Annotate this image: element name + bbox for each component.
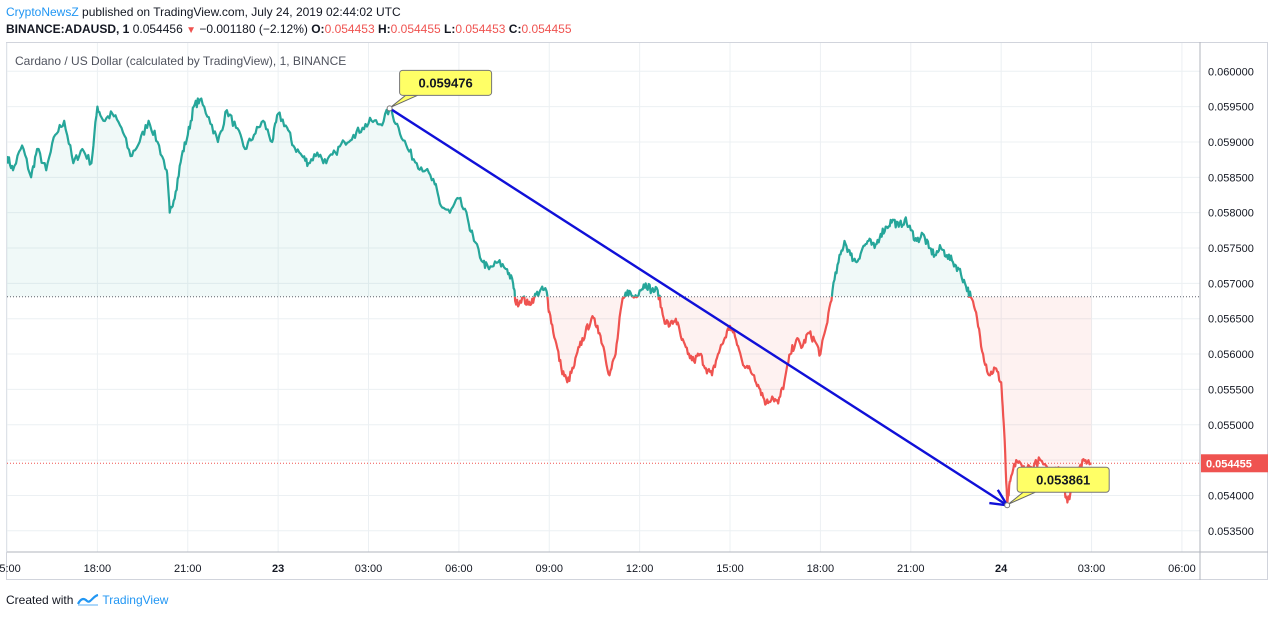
y-tick-label: 0.059500 <box>1208 102 1254 114</box>
y-tick-label: 0.056500 <box>1208 314 1254 326</box>
area-fill-below-baseline <box>514 296 1092 506</box>
x-tick-label: 03:00 <box>1078 563 1106 575</box>
high-label: H: <box>377 22 391 36</box>
callout-anchor <box>386 105 393 112</box>
chart-title: Cardano / US Dollar (calculated by Tradi… <box>15 54 346 68</box>
x-tick-label: 18:00 <box>807 563 835 575</box>
y-tick-label: 0.056000 <box>1208 349 1254 361</box>
y-tick-label: 0.055500 <box>1208 384 1254 396</box>
symbol-label: BINANCE:ADAUSD, 1 <box>6 22 130 36</box>
tradingview-label: TradingView <box>102 593 169 607</box>
tradingview-link[interactable]: TradingView <box>77 593 168 607</box>
trend-arrow-head <box>989 489 1010 507</box>
y-tick-label: 0.058500 <box>1208 172 1254 184</box>
callout-label: 0.053861 <box>1036 472 1090 487</box>
last-price-badge <box>1201 454 1268 473</box>
trend-arrow-line <box>388 107 1008 507</box>
open-label: O: <box>311 22 325 36</box>
last-price-label: 0.054455 <box>1206 458 1252 470</box>
y-tick-label: 0.055000 <box>1208 420 1254 432</box>
open-value: 0.054453 <box>324 22 375 36</box>
price-line-down <box>513 296 1092 507</box>
high-value: 0.054455 <box>390 22 441 36</box>
close-label: C: <box>508 22 522 36</box>
callout-box <box>1016 466 1110 493</box>
change-value: −0.001180 (−2.12%) <box>199 22 308 36</box>
last-value: 0.054456 <box>132 22 183 36</box>
x-tick-label: 06:00 <box>1168 563 1196 575</box>
low-value: 0.054453 <box>455 22 506 36</box>
callout-box <box>399 69 493 96</box>
y-tick-label: 0.059000 <box>1208 137 1254 149</box>
close-value: 0.054455 <box>521 22 572 36</box>
y-tick-label: 0.058000 <box>1208 208 1254 220</box>
price-line-up <box>7 97 972 297</box>
x-tick-label: 15:00 <box>716 563 744 575</box>
down-arrow-icon: ▼ <box>186 25 196 36</box>
x-tick-label: 06:00 <box>445 563 473 575</box>
x-tick-label: 03:00 <box>355 563 383 575</box>
x-tick-label: 24 <box>995 563 1008 575</box>
y-tick-label: 0.060000 <box>1208 66 1254 78</box>
tradingview-logo-icon <box>77 594 99 606</box>
x-tick-label: 21:00 <box>897 563 925 575</box>
x-tick-label: 15:00 <box>0 563 21 575</box>
publisher-name[interactable]: CryptoNewsZ <box>6 5 79 19</box>
y-tick-label: 0.057000 <box>1208 278 1254 290</box>
callout-pointer <box>1007 491 1036 505</box>
x-tick-label: 12:00 <box>626 563 654 575</box>
area-fill-above-baseline <box>7 99 1092 297</box>
y-tick-label: 0.053500 <box>1208 526 1254 538</box>
callout-pointer <box>390 94 418 108</box>
low-label: L: <box>444 22 456 36</box>
plot-area <box>7 97 1200 507</box>
ohlc-legend: BINANCE:ADAUSD, 1 0.054456 ▼ −0.001180 (… <box>6 22 572 36</box>
publish-info: CryptoNewsZ published on TradingView.com… <box>6 5 401 19</box>
y-tick-label: 0.057500 <box>1208 243 1254 255</box>
y-tick-label: 0.054000 <box>1208 490 1254 502</box>
callout-anchor <box>1004 502 1011 509</box>
x-tick-label: 18:00 <box>84 563 112 575</box>
x-tick-label: 21:00 <box>174 563 202 575</box>
publish-date: published on TradingView.com, July 24, 2… <box>82 5 401 19</box>
callout-label: 0.059476 <box>418 75 472 90</box>
footer: Created with TradingView <box>6 593 168 607</box>
created-with-label: Created with <box>6 593 74 607</box>
x-tick-label: 23 <box>272 563 284 575</box>
x-tick-label: 09:00 <box>536 563 564 575</box>
